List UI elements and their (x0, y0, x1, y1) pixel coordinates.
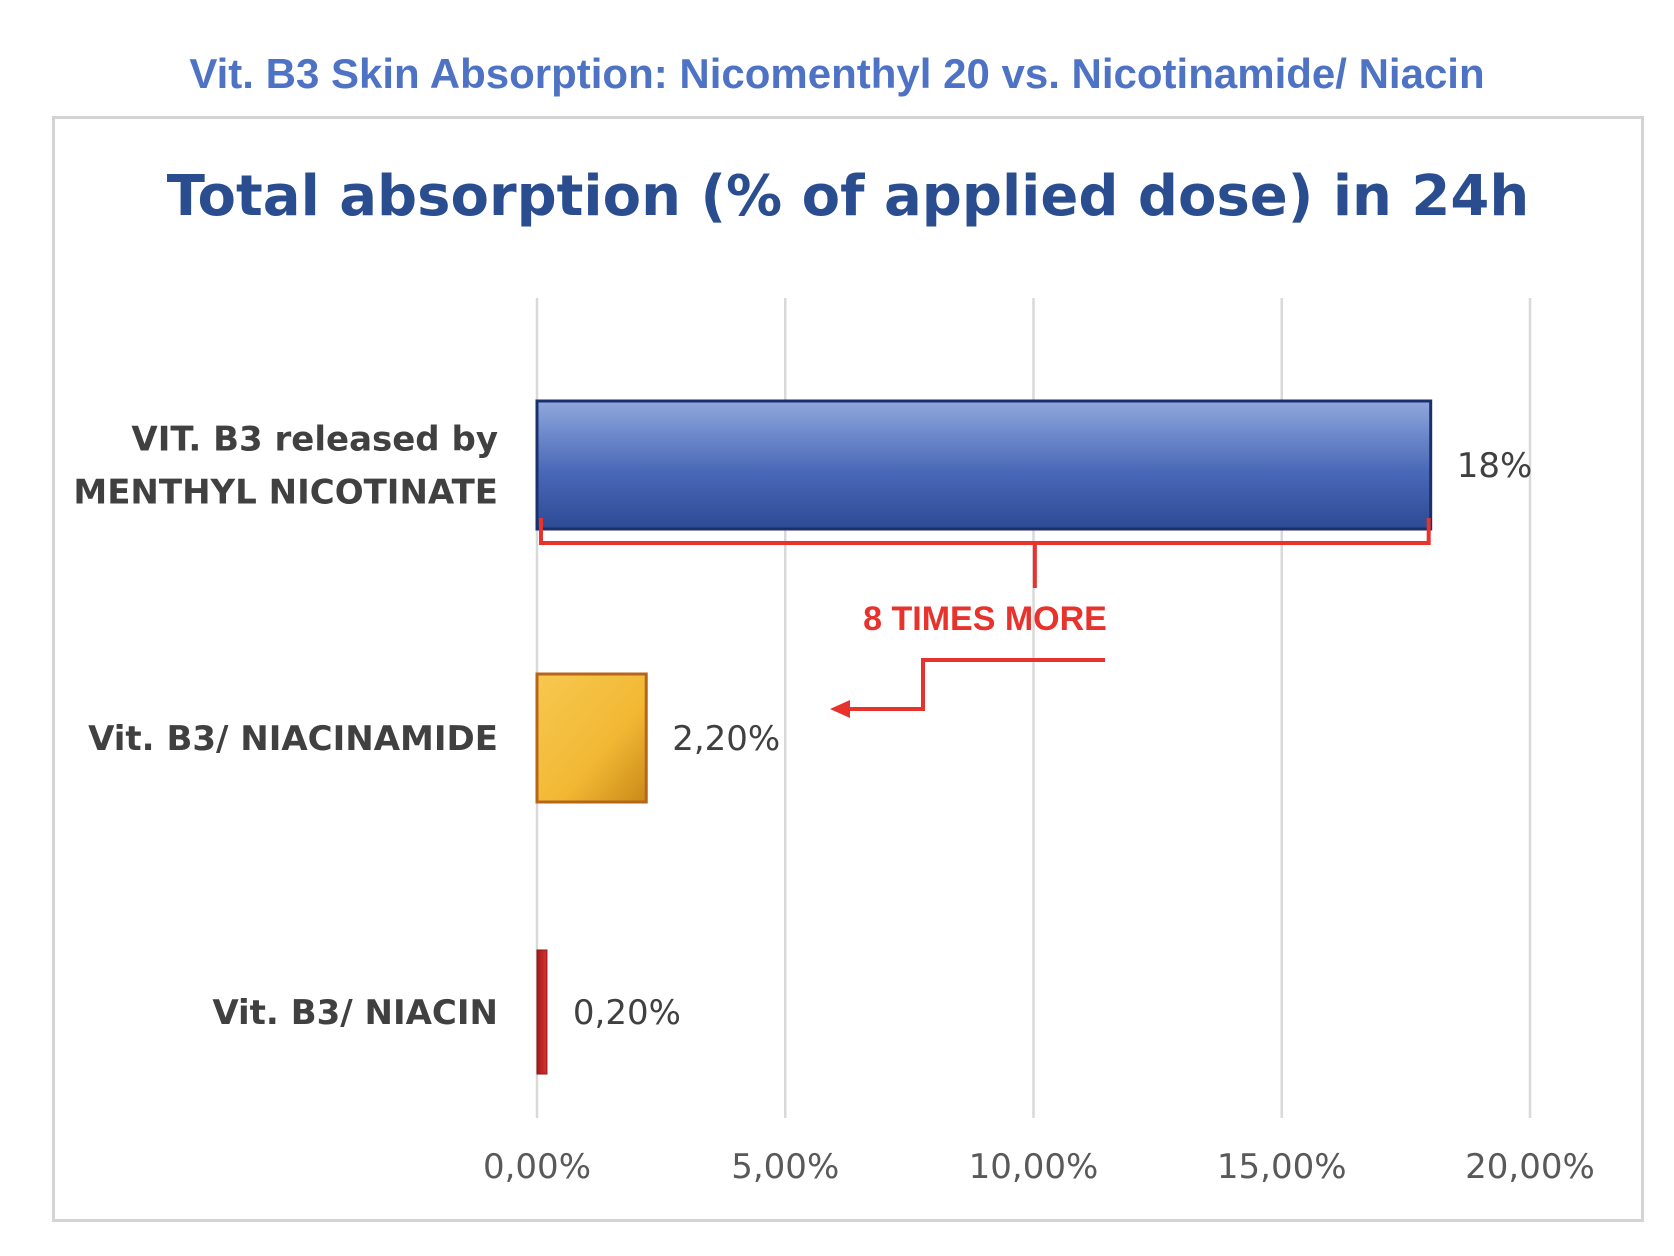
annotation-text: 8 TIMES MORE (863, 600, 1107, 638)
x-tick-label: 0,00% (483, 1147, 591, 1187)
x-tick-label: 10,00% (969, 1147, 1099, 1187)
category-label: VIT. B3 released by MENTHYL NICOTINATE (73, 420, 498, 513)
bar (535, 399, 1433, 531)
data-label: 18% (1457, 446, 1533, 486)
data-label: 0,20% (573, 993, 681, 1033)
chart-frame (52, 116, 1644, 1222)
category-label-line: VIT. B3 released by (131, 420, 498, 460)
category-label-line: MENTHYL NICOTINATE (73, 473, 498, 513)
page-supertitle: Vit. B3 Skin Absorption: Nicomenthyl 20 … (189, 50, 1485, 97)
chart-title: Total absorption (% of applied dose) in … (166, 164, 1530, 229)
x-tick-label: 5,00% (731, 1147, 839, 1187)
category-label: Vit. B3/ NIACINAMIDE (88, 719, 498, 759)
annotation-arrowhead (830, 700, 850, 718)
category-label-line: Vit. B3/ NIACINAMIDE (88, 719, 498, 759)
category-label: Vit. B3/ NIACIN (212, 993, 498, 1033)
bar (535, 672, 648, 804)
annotation-bracket (539, 518, 1431, 588)
category-label-line: Vit. B3/ NIACIN (212, 993, 498, 1033)
x-tick-label: 15,00% (1217, 1147, 1347, 1187)
data-label: 2,20% (672, 719, 780, 759)
annotation-arrow-line (845, 658, 1105, 711)
bar (536, 949, 548, 1075)
x-tick-label: 20,00% (1465, 1147, 1595, 1187)
